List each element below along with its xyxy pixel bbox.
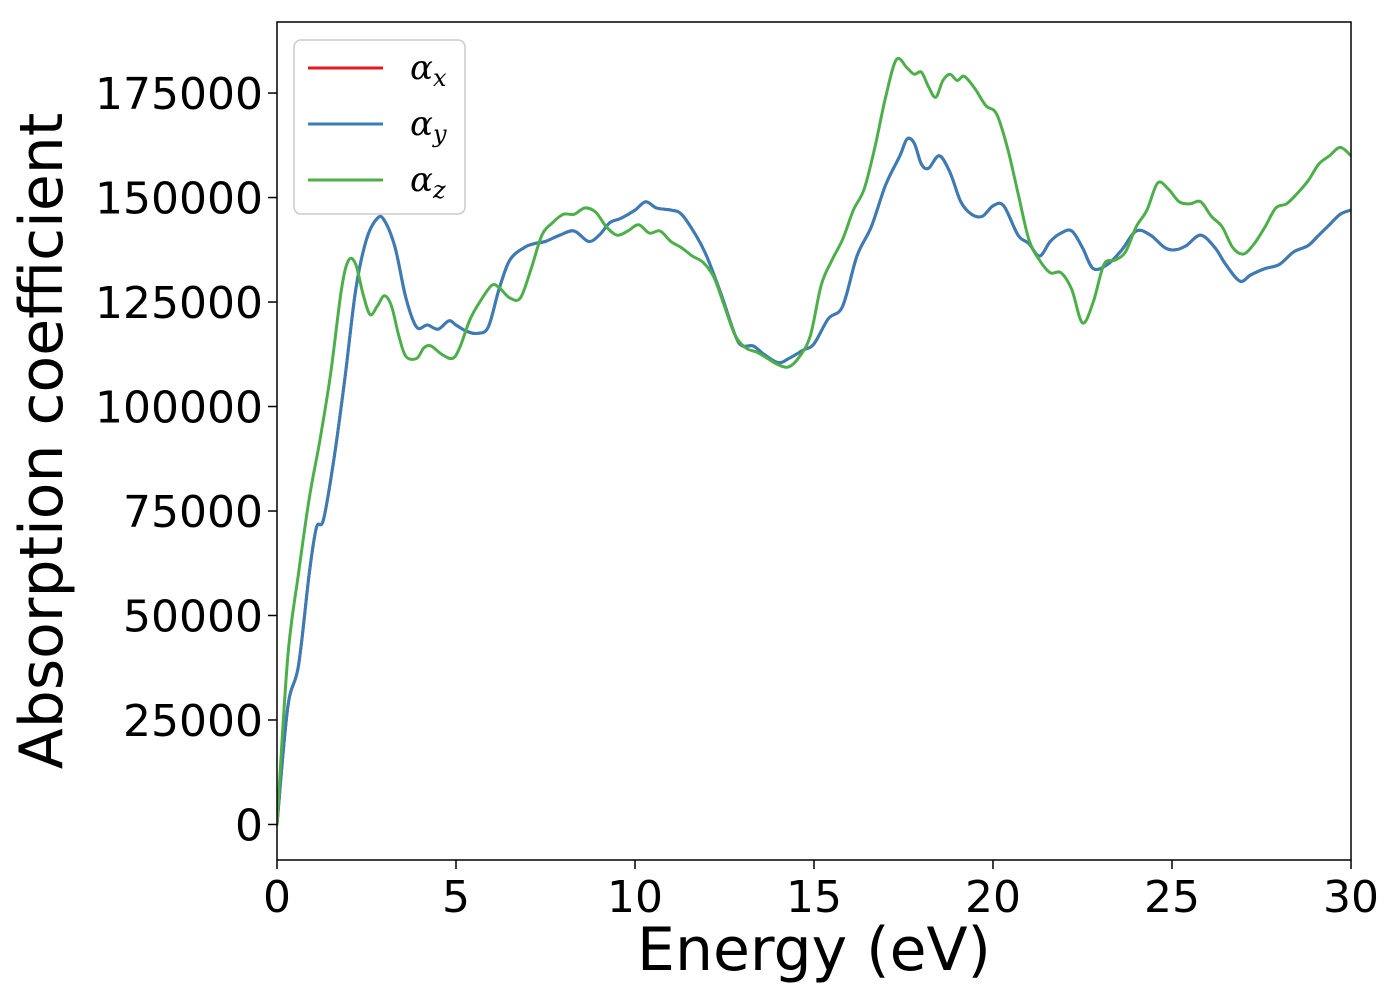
legend-label-z: αz — [410, 160, 446, 204]
y-tick-label: 100000 — [95, 383, 263, 434]
y-axis-title: Absorption coefficient — [7, 113, 77, 770]
y-tick-label: 0 — [235, 800, 263, 851]
x-tick-label: 0 — [263, 872, 291, 923]
y-tick-label: 25000 — [123, 696, 263, 747]
legend-label-x: αx — [410, 48, 447, 92]
legend-box — [293, 39, 466, 215]
x-axis: 0 5 10 15 20 25 30 — [263, 860, 1379, 923]
x-axis-title: Energy (eV) — [637, 915, 991, 985]
y-tick-label: 125000 — [95, 278, 263, 329]
series-line-z — [277, 56, 1351, 826]
x-tick-label: 25 — [1144, 872, 1200, 923]
legend-subscript: y — [432, 120, 447, 148]
series-line-y — [277, 136, 1351, 826]
legend-label-y: αy — [410, 104, 447, 148]
legend-subscript: x — [433, 64, 447, 92]
y-axis: 0 25000 50000 75000 100000 125000 150000 175000 — [95, 69, 277, 851]
x-tick-label: 15 — [786, 872, 842, 923]
legend-symbol: α — [410, 104, 433, 144]
legend-symbol: α — [410, 160, 433, 200]
y-tick-label: 175000 — [95, 69, 263, 120]
legend-subscript: z — [432, 176, 446, 204]
lines-layer — [277, 56, 1351, 826]
y-tick-label: 75000 — [123, 487, 263, 538]
y-tick-label: 150000 — [95, 174, 263, 225]
legend-symbol: α — [410, 48, 433, 88]
x-tick-label: 20 — [965, 872, 1021, 923]
x-tick-label: 10 — [607, 872, 663, 923]
x-tick-label: 5 — [442, 872, 470, 923]
y-tick-label: 50000 — [123, 591, 263, 642]
x-tick-label: 30 — [1323, 872, 1379, 923]
